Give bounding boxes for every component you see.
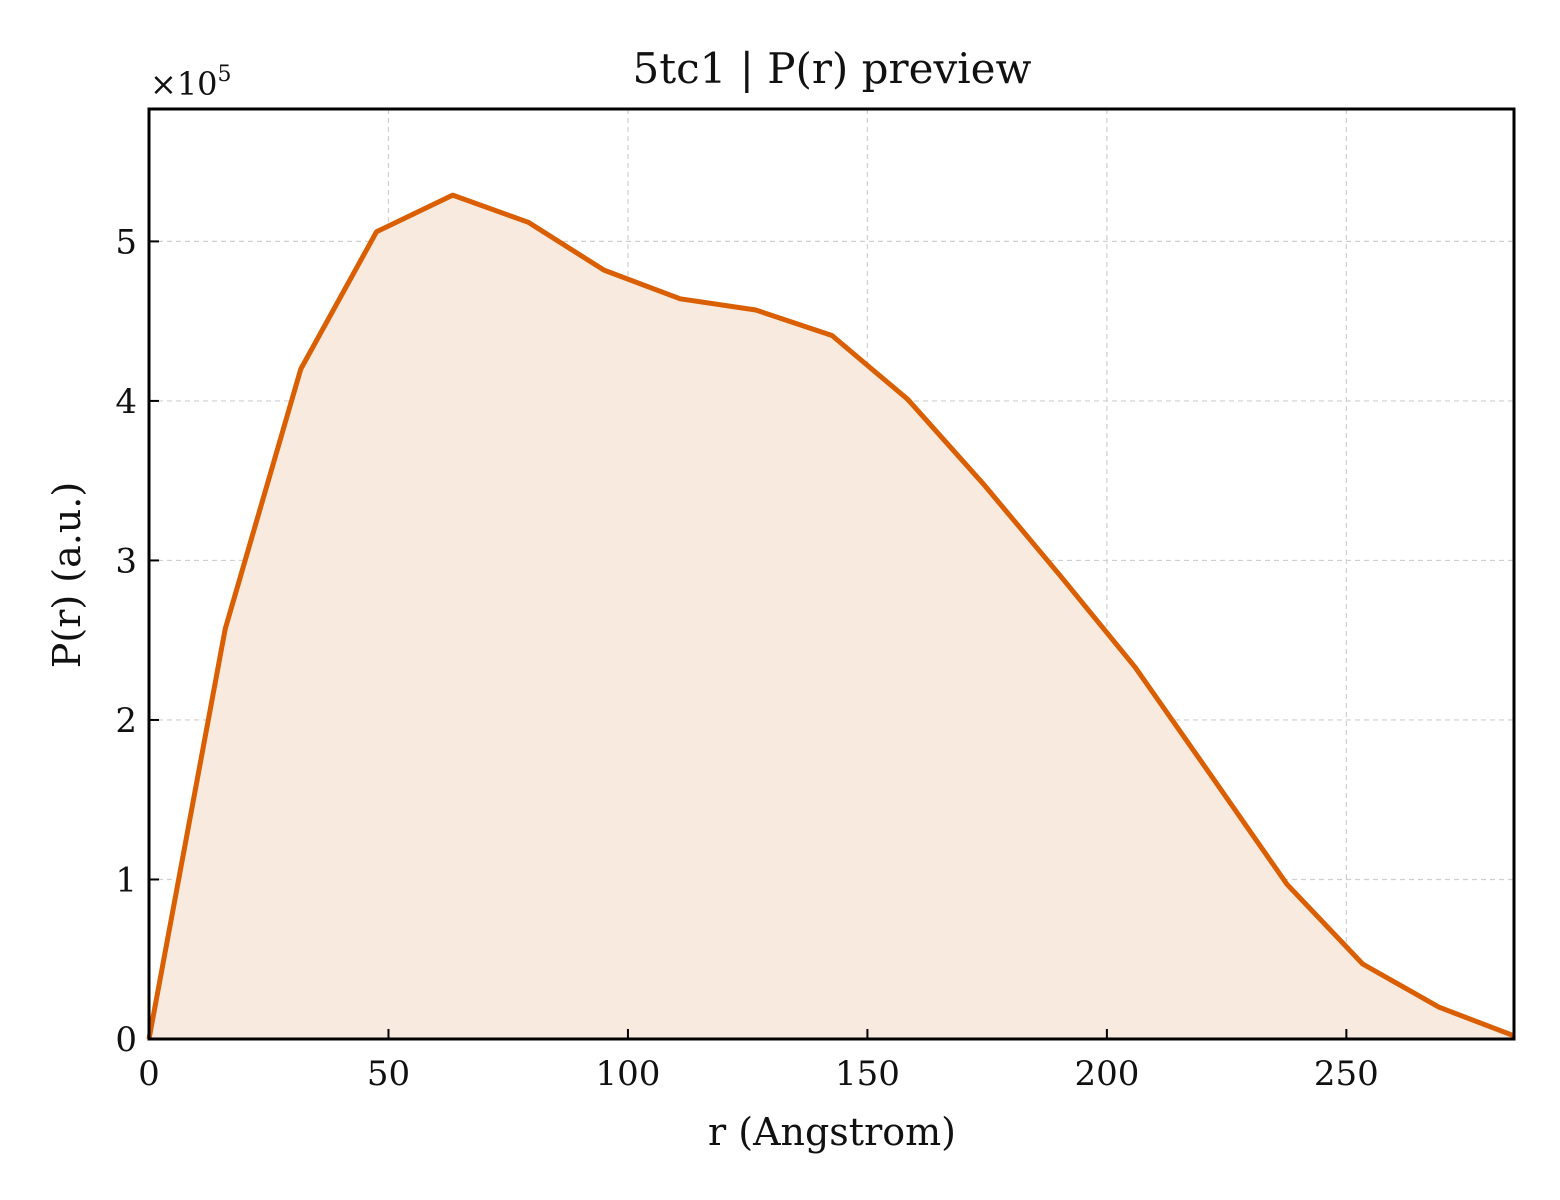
x-tick-label: 50 (367, 1054, 410, 1094)
y-tick-label: 1 (115, 860, 137, 900)
y-tick-label: 2 (115, 701, 137, 741)
axis-ticks: 0 50 100 150 200 250 0 1 2 3 4 5 (115, 222, 1378, 1094)
plot-frame (147, 107, 1516, 1041)
x-tick-label: 150 (835, 1054, 900, 1094)
x-tick-label: 0 (138, 1054, 160, 1094)
y-offset-exponent: 5 (218, 62, 232, 87)
area-fill (149, 195, 1514, 1040)
x-tick-label: 100 (595, 1054, 660, 1094)
y-offset-text: ×105 (150, 62, 232, 103)
y-tick-label: 3 (115, 541, 137, 581)
y-tick-label: 4 (115, 382, 137, 422)
x-tick-label: 200 (1074, 1054, 1139, 1094)
y-tick-label: 5 (115, 222, 137, 262)
y-axis-label: P(r) (a.u.) (45, 482, 89, 668)
y-offset-base: ×10 (150, 65, 218, 103)
y-tick-label: 0 (115, 1020, 137, 1060)
x-axis-label: r (Angstrom) (708, 1110, 956, 1154)
x-tick-label: 250 (1314, 1054, 1379, 1094)
chart-title: 5tc1 | P(r) preview (633, 44, 1032, 93)
